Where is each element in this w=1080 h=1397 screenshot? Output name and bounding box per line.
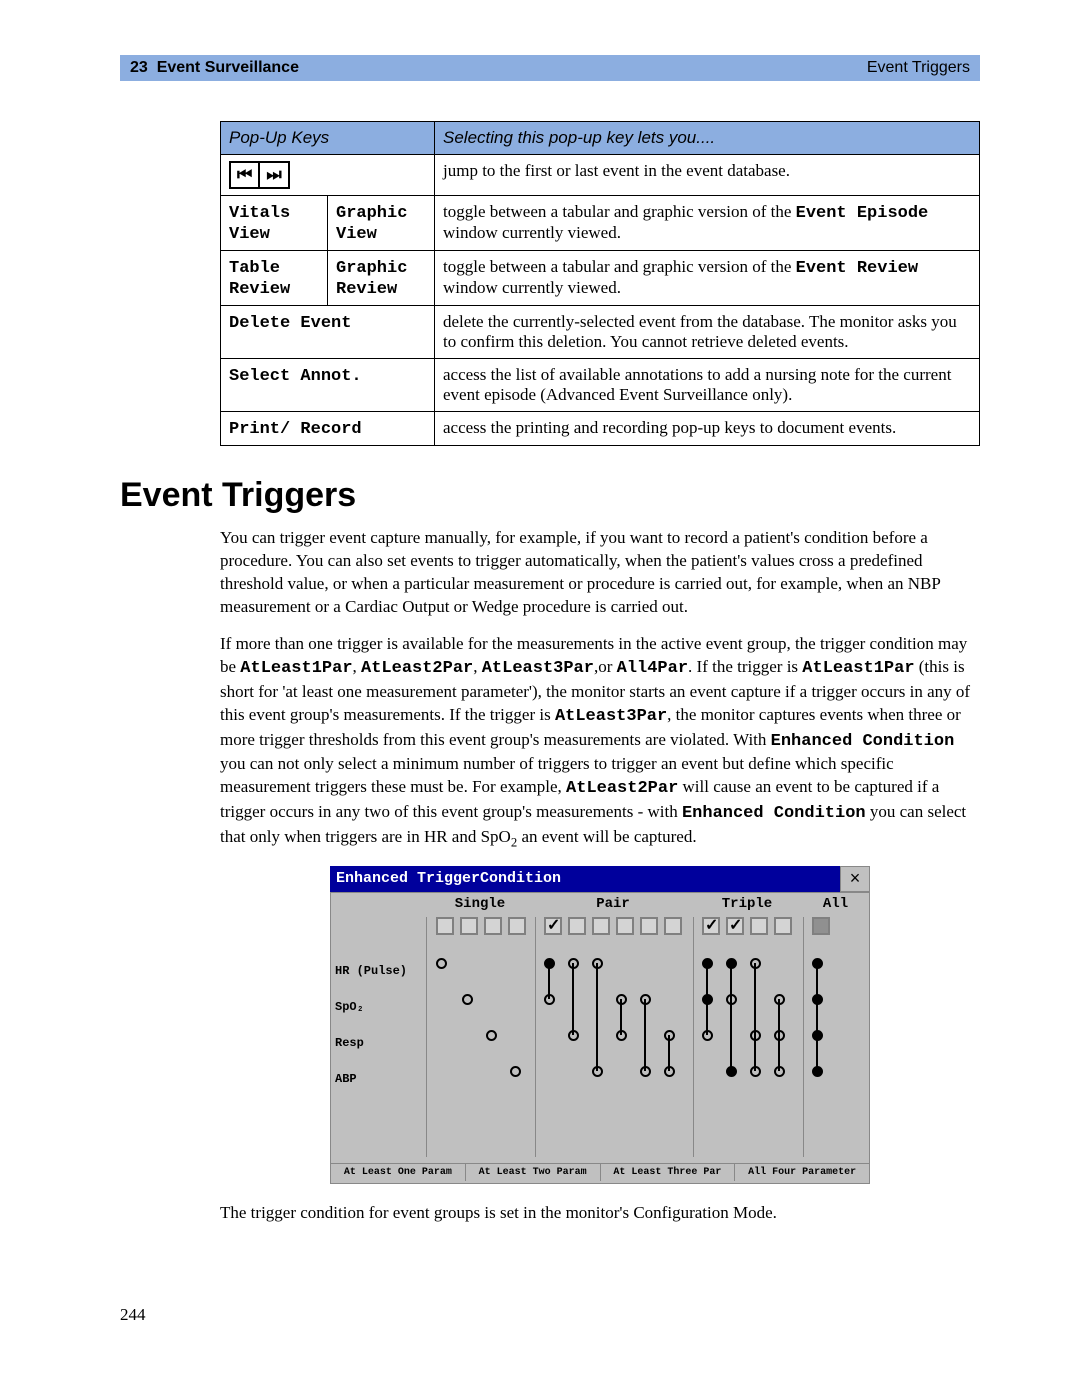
param-marker (702, 994, 713, 1005)
header-bar: 23 Event Surveillance Event Triggers (120, 55, 980, 81)
trigger-panel: Enhanced TriggerCondition × Single Pair … (330, 866, 870, 1184)
param-marker (616, 994, 627, 1005)
header-chapter: 23 Event Surveillance (130, 59, 299, 77)
table-row: Table ReviewGraphic Reviewtoggle between… (221, 251, 980, 306)
param-marker (640, 994, 651, 1005)
para2: If more than one trigger is available fo… (220, 633, 980, 852)
param-marker (726, 1066, 737, 1077)
param-marker (812, 958, 823, 969)
para1: You can trigger event capture manually, … (220, 527, 980, 619)
last-event-icon[interactable]: ⏭ (258, 161, 289, 189)
page-number: 244 (120, 1305, 980, 1325)
th-popup-keys: Pop-Up Keys (221, 122, 435, 155)
grid-area (426, 917, 861, 1157)
chapter-title: Event Surveillance (157, 59, 299, 76)
param-marker (664, 1030, 675, 1041)
param-marker (750, 1030, 761, 1041)
param-marker (726, 958, 737, 969)
param-marker (592, 958, 603, 969)
param-marker (702, 958, 713, 969)
param-marker (510, 1066, 521, 1077)
param-marker (702, 1030, 713, 1041)
param-marker (812, 994, 823, 1005)
page: 23 Event Surveillance Event Triggers Pop… (0, 0, 1080, 1380)
param-marker (616, 1030, 627, 1041)
section-heading: Event Triggers (120, 476, 980, 515)
close-icon[interactable]: × (840, 866, 870, 892)
param-marker (568, 1030, 579, 1041)
table-row: Select Annot.access the list of availabl… (221, 359, 980, 412)
th-desc: Selecting this pop-up key lets you.... (435, 122, 980, 155)
param-marker (812, 1030, 823, 1041)
param-marker (726, 994, 737, 1005)
param-marker (774, 1030, 785, 1041)
param-marker (486, 1030, 497, 1041)
first-event-icon[interactable]: ⏮ (229, 161, 260, 189)
param-marker (750, 958, 761, 969)
table-row: Vitals ViewGraphic Viewtoggle between a … (221, 196, 980, 251)
param-marker (544, 958, 555, 969)
panel-col-headers: Single Pair Triple All (331, 893, 869, 914)
param-marker (544, 994, 555, 1005)
panel-row-labels: HR (Pulse) SpO₂ Resp ABP (335, 953, 407, 1097)
chapter-num: 23 (130, 59, 148, 76)
panel-bottom-labels: At Least One Param At Least Two Param At… (331, 1163, 869, 1182)
param-marker (774, 994, 785, 1005)
param-marker (592, 1066, 603, 1077)
param-marker (664, 1066, 675, 1077)
param-marker (812, 1066, 823, 1077)
closing-para: The trigger condition for event groups i… (220, 1202, 980, 1225)
param-marker (568, 958, 579, 969)
panel-body: Single Pair Triple All HR (Pulse) SpO₂ R… (330, 892, 870, 1184)
header-section: Event Triggers (867, 59, 970, 77)
param-marker (462, 994, 473, 1005)
param-marker (750, 1066, 761, 1077)
table-row: ⏮⏭jump to the first or last event in the… (221, 155, 980, 196)
popup-keys-table: Pop-Up Keys Selecting this pop-up key le… (220, 121, 980, 446)
panel-title: Enhanced TriggerCondition (330, 866, 840, 892)
param-marker (774, 1066, 785, 1077)
param-marker (436, 958, 447, 969)
table-row: Delete Eventdelete the currently-selecte… (221, 306, 980, 359)
param-marker (640, 1066, 651, 1077)
body-text: You can trigger event capture manually, … (220, 527, 980, 1225)
table-row: Print/ Recordaccess the printing and rec… (221, 412, 980, 446)
